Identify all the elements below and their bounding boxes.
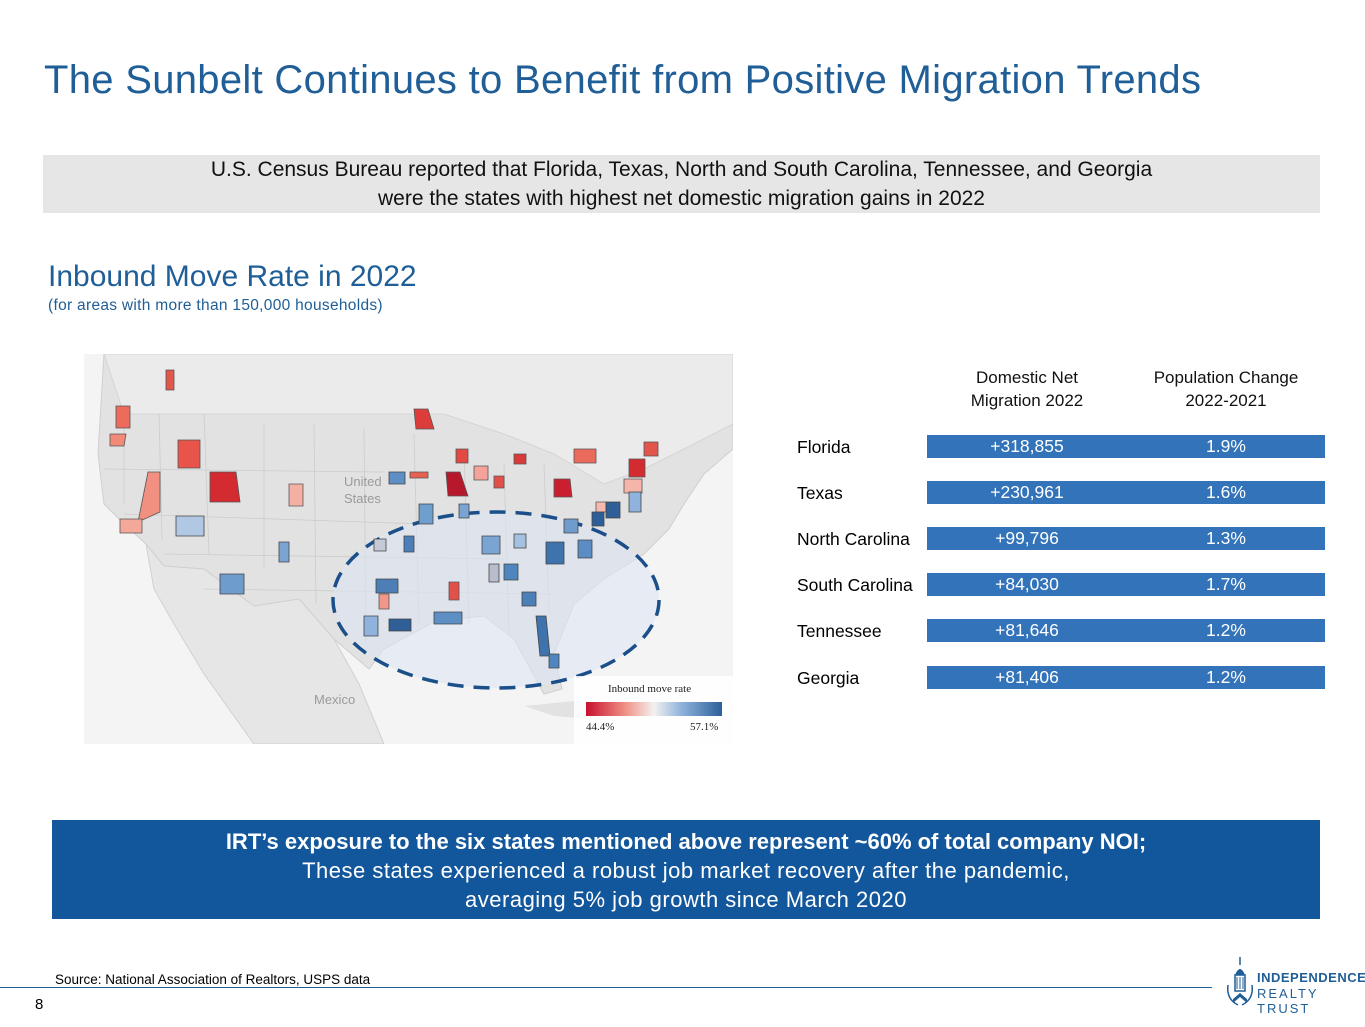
change-value: 1.7% bbox=[1206, 574, 1246, 594]
logo-line-1: INDEPENDENCE bbox=[1257, 970, 1365, 985]
section-title: Inbound Move Rate in 2022 bbox=[48, 260, 417, 293]
change-value: 1.2% bbox=[1206, 667, 1246, 687]
migration-value: +81,406 bbox=[995, 667, 1059, 687]
row-label-north-carolina: North Carolina bbox=[797, 529, 910, 549]
census-banner: U.S. Census Bureau reported that Florida… bbox=[43, 155, 1320, 213]
source-note: Source: National Association of Realtors… bbox=[55, 972, 371, 987]
legend-title: Inbound move rate bbox=[608, 683, 691, 695]
footer-divider bbox=[0, 987, 1212, 988]
map-label-us-1: United bbox=[344, 474, 382, 489]
page-title: The Sunbelt Continues to Benefit from Po… bbox=[44, 58, 1202, 102]
row-label-tennessee: Tennessee bbox=[797, 621, 882, 641]
row-label-georgia: Georgia bbox=[797, 668, 860, 688]
header-domestic-migration: Domestic Net Migration 2022 bbox=[927, 366, 1127, 412]
sunbelt-highlight-ellipse bbox=[331, 510, 661, 690]
banner-line-2: were the states with highest net domesti… bbox=[377, 187, 985, 210]
metro-areas-blue bbox=[175, 471, 642, 669]
callout-line-2: These states experienced a robust job ma… bbox=[302, 858, 1070, 883]
map-label-mexico: Mexico bbox=[314, 692, 355, 707]
logo-line-2: REALTY TRUST bbox=[1257, 986, 1319, 1016]
inbound-move-rate-map: United States Mexico Inbound move rate 4… bbox=[84, 354, 733, 744]
irt-logo: INDEPENDENCE REALTY TRUST bbox=[1224, 955, 1365, 1016]
row-label-texas: Texas bbox=[797, 483, 843, 503]
banner-line-1: U.S. Census Bureau reported that Florida… bbox=[210, 158, 1153, 181]
row-bar-texas: +230,961 1.6% bbox=[927, 481, 1325, 504]
row-bar-south-carolina: +84,030 1.7% bbox=[927, 573, 1325, 596]
migration-value: +230,961 bbox=[990, 482, 1064, 502]
callout-line-1: IRT’s exposure to the six states mention… bbox=[225, 829, 1147, 854]
row-bar-north-carolina: +99,796 1.3% bbox=[927, 527, 1325, 550]
legend-color-scale bbox=[586, 702, 722, 716]
section-note: (for areas with more than 150,000 househ… bbox=[48, 297, 383, 314]
map-label-us-2: States bbox=[344, 491, 381, 506]
header-col1-line2: Migration 2022 bbox=[970, 391, 1084, 410]
legend-min: 44.4% bbox=[586, 721, 614, 733]
mexico-landmass bbox=[145, 542, 385, 744]
legend-max: 57.1% bbox=[690, 721, 718, 733]
capitol-dome-icon bbox=[1226, 957, 1254, 1006]
header-population-change: Population Change 2022-2021 bbox=[1126, 366, 1326, 412]
row-label-south-carolina: South Carolina bbox=[797, 575, 913, 595]
header-col2-line1: Population Change bbox=[1153, 368, 1299, 387]
callout-line-3: averaging 5% job growth since March 2020 bbox=[465, 887, 907, 912]
change-value: 1.3% bbox=[1206, 528, 1246, 548]
row-bar-florida: +318,855 1.9% bbox=[927, 435, 1325, 458]
change-value: 1.2% bbox=[1206, 620, 1246, 640]
noi-callout-box: IRT’s exposure to the six states mention… bbox=[52, 820, 1320, 919]
header-col2-line2: 2022-2021 bbox=[1185, 391, 1267, 410]
migration-value: +81,646 bbox=[995, 620, 1059, 640]
page-number: 8 bbox=[35, 996, 44, 1013]
row-label-florida: Florida bbox=[797, 437, 851, 457]
change-value: 1.6% bbox=[1206, 482, 1246, 502]
migration-value: +99,796 bbox=[995, 528, 1059, 548]
metro-areas-red bbox=[109, 369, 659, 610]
change-value: 1.9% bbox=[1206, 436, 1246, 456]
header-col1-line1: Domestic Net bbox=[975, 368, 1079, 387]
migration-value: +84,030 bbox=[995, 574, 1059, 594]
row-bar-georgia: +81,406 1.2% bbox=[927, 666, 1325, 689]
row-bar-tennessee: +81,646 1.2% bbox=[927, 619, 1325, 642]
migration-value: +318,855 bbox=[990, 436, 1064, 456]
